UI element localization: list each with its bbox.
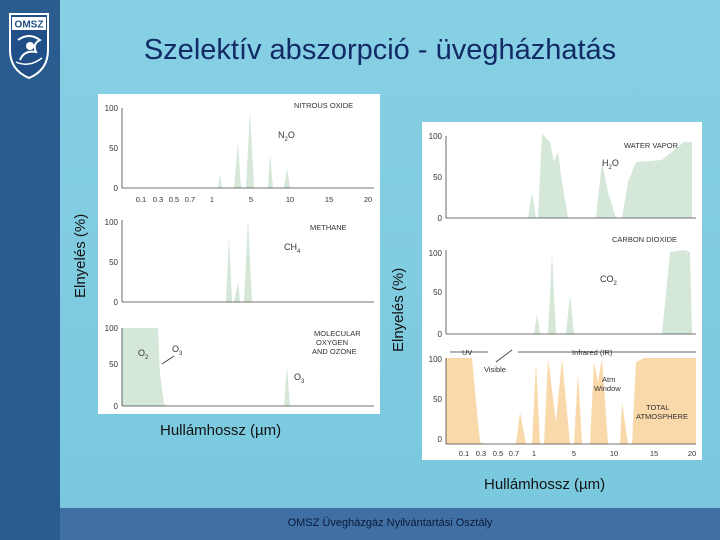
total-ytick-0: 0 bbox=[438, 435, 443, 444]
h2o-mid-band bbox=[596, 162, 616, 218]
ch4-formula: CH4 bbox=[284, 242, 301, 255]
carbon-dioxide-panel: 100 50 0 CARBON DIOXIDE CO2 bbox=[429, 235, 696, 339]
o3-ytick-50: 50 bbox=[109, 360, 118, 369]
water-vapor-panel: 100 50 0 WATER VAPOR H2O bbox=[429, 132, 696, 223]
o3-label-line-3: AND OZONE bbox=[312, 347, 357, 356]
o3-pointer-arrow bbox=[161, 355, 175, 365]
co2-peak-2 bbox=[548, 254, 556, 334]
total-atmosphere-panel: 100 50 0 UV Infrared (IR) Visible Atm Wi… bbox=[429, 348, 697, 458]
rx-tick-0-7: 0.7 bbox=[509, 449, 519, 458]
rx-tick-0-3: 0.3 bbox=[476, 449, 486, 458]
x-tick-0-3: 0.3 bbox=[153, 195, 163, 204]
left-y-axis-label: Elnyelés (%) bbox=[72, 213, 89, 298]
left-absorption-figure: 100 50 0 NITROUS OXIDE N2O 0.1 0.3 0.5 0… bbox=[98, 94, 380, 414]
ir-label: Infrared (IR) bbox=[572, 348, 613, 357]
total-x-ticks: 0.1 0.3 0.5 0.7 1 5 10 15 20 bbox=[459, 449, 696, 458]
atm-window-line-1: Atm bbox=[602, 375, 615, 384]
o3-label-line-2: OXYGEN bbox=[316, 338, 348, 347]
o3-label-line-1: MOLECULAR bbox=[314, 329, 361, 338]
sidebar: OMSZ bbox=[0, 0, 60, 540]
o3-uv-absorption bbox=[122, 328, 168, 406]
visible-pointer-arrow bbox=[495, 349, 513, 363]
total-label-line-1: TOTAL bbox=[646, 403, 669, 412]
uv-label: UV bbox=[462, 348, 472, 357]
rx-tick-0-5: 0.5 bbox=[493, 449, 503, 458]
rx-tick-10: 10 bbox=[610, 449, 618, 458]
uv-absorption-area bbox=[446, 358, 484, 444]
rx-tick-5: 5 bbox=[572, 449, 576, 458]
slide-title: Szelektív abszorpció - üvegházhatás bbox=[143, 34, 617, 66]
n2o-formula: N2O bbox=[278, 130, 295, 143]
x-tick-15: 15 bbox=[325, 195, 333, 204]
h2o-ytick-50: 50 bbox=[433, 173, 442, 182]
ch4-panel-label: METHANE bbox=[310, 223, 347, 232]
n2o-panel-label: NITROUS OXIDE bbox=[294, 101, 353, 110]
ch4-peak-1 bbox=[226, 236, 232, 302]
co2-ytick-50: 50 bbox=[433, 288, 442, 297]
co2-ytick-0: 0 bbox=[438, 330, 443, 339]
o3-formula-uv: O3 bbox=[172, 344, 183, 357]
x-tick-5: 5 bbox=[249, 195, 253, 204]
methane-panel: 100 50 0 METHANE CH4 bbox=[105, 218, 374, 307]
rx-tick-0-1: 0.1 bbox=[459, 449, 469, 458]
x-tick-20: 20 bbox=[364, 195, 372, 204]
omsz-shield-icon: OMSZ bbox=[9, 13, 49, 80]
total-label-line-2: ATMOSPHERE bbox=[636, 412, 688, 421]
right-absorption-figure: 100 50 0 WATER VAPOR H2O 100 50 0 CARBON… bbox=[422, 122, 702, 460]
right-x-axis-label: Hullámhossz (µm) bbox=[484, 476, 606, 493]
total-ytick-100: 100 bbox=[429, 355, 443, 364]
co2-panel-label: CARBON DIOXIDE bbox=[612, 235, 677, 244]
visible-label: Visible bbox=[484, 365, 506, 374]
h2o-main-band bbox=[538, 134, 568, 218]
co2-formula: CO2 bbox=[600, 274, 618, 287]
o3-formula-ir: O3 bbox=[294, 372, 305, 385]
oxygen-ozone-panel: 100 50 0 MOLECULAR OXYGEN AND OZONE O2 O… bbox=[105, 324, 374, 411]
o3-ytick-0: 0 bbox=[114, 402, 119, 411]
x-tick-0-1: 0.1 bbox=[136, 195, 146, 204]
co2-peak-1 bbox=[534, 314, 540, 334]
atm-window-line-2: Window bbox=[594, 384, 621, 393]
h2o-ytick-0: 0 bbox=[438, 214, 443, 223]
x-tick-10: 10 bbox=[286, 195, 294, 204]
n2o-absorption-area bbox=[218, 142, 290, 188]
rx-tick-20: 20 bbox=[688, 449, 696, 458]
left-x-axis-label: Hullámhossz (µm) bbox=[160, 422, 282, 439]
co2-ytick-100: 100 bbox=[429, 249, 443, 258]
o3-ytick-100: 100 bbox=[105, 324, 119, 333]
total-ytick-50: 50 bbox=[433, 395, 442, 404]
logo-text: OMSZ bbox=[15, 20, 44, 31]
rx-tick-15: 15 bbox=[650, 449, 658, 458]
n2o-ytick-50: 50 bbox=[109, 144, 118, 153]
slide-footer: OMSZ Üvegházgáz Nyilvántartási Osztály bbox=[60, 508, 720, 540]
o2-formula: O2 bbox=[138, 348, 149, 361]
n2o-x-ticks: 0.1 0.3 0.5 0.7 1 5 10 15 20 bbox=[136, 195, 372, 204]
h2o-ytick-100: 100 bbox=[429, 132, 443, 141]
ch4-ytick-100: 100 bbox=[105, 218, 119, 227]
nitrous-oxide-panel: 100 50 0 NITROUS OXIDE N2O 0.1 0.3 0.5 0… bbox=[105, 101, 374, 204]
h2o-long-band bbox=[622, 142, 692, 218]
n2o-main-peak bbox=[246, 112, 254, 188]
h2o-small-peak bbox=[528, 192, 536, 218]
x-tick-0-5: 0.5 bbox=[169, 195, 179, 204]
x-tick-1: 1 bbox=[210, 195, 214, 204]
h2o-formula: H2O bbox=[602, 158, 619, 171]
h2o-panel-label: WATER VAPOR bbox=[624, 141, 679, 150]
co2-long-band bbox=[662, 250, 692, 334]
ch4-peak-3 bbox=[244, 218, 252, 302]
n2o-ytick-100: 100 bbox=[105, 104, 119, 113]
footer-text: OMSZ Üvegházgáz Nyilvántartási Osztály bbox=[287, 517, 493, 529]
co2-peak-3 bbox=[566, 294, 574, 334]
n2o-ytick-0: 0 bbox=[114, 184, 119, 193]
ch4-peak-2 bbox=[234, 282, 240, 302]
ch4-ytick-50: 50 bbox=[109, 258, 118, 267]
o3-ir-peak bbox=[284, 366, 290, 406]
ir-absorption-area bbox=[516, 358, 696, 444]
rx-tick-1: 1 bbox=[532, 449, 536, 458]
right-y-axis-label: Elnyelés (%) bbox=[390, 267, 407, 352]
ch4-ytick-0: 0 bbox=[114, 298, 119, 307]
x-tick-0-7: 0.7 bbox=[185, 195, 195, 204]
